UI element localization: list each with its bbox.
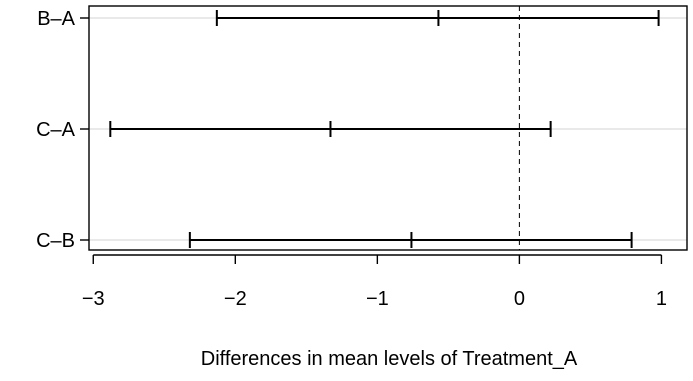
x-axis-label: Differences in mean levels of Treatment_… bbox=[201, 348, 578, 370]
interval-row bbox=[109, 121, 552, 137]
x-tick-label: −1 bbox=[366, 288, 389, 310]
interval-row bbox=[215, 10, 660, 26]
y-tick-label: C–A bbox=[36, 119, 76, 141]
x-tick-label: 1 bbox=[656, 288, 667, 310]
interval-row bbox=[188, 232, 633, 248]
x-axis: −3 −2 −1 0 1 bbox=[82, 254, 667, 310]
y-tick-label: C–B bbox=[36, 230, 75, 252]
plot-frame bbox=[88, 5, 688, 251]
y-tick-label: B–A bbox=[37, 8, 75, 30]
x-tick-label: −3 bbox=[82, 288, 105, 310]
x-tick-label: −2 bbox=[224, 288, 247, 310]
interval-series bbox=[109, 10, 660, 248]
x-tick-label: 0 bbox=[514, 288, 525, 310]
y-axis: B–A C–A C–B bbox=[36, 8, 89, 252]
